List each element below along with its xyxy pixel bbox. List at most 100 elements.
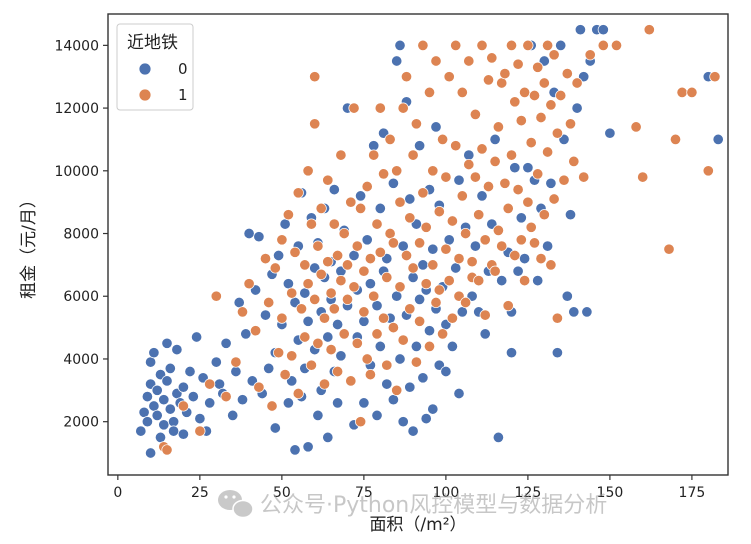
data-point-series-1 — [358, 265, 370, 277]
data-point-series-0 — [233, 296, 245, 309]
data-point-series-1 — [515, 115, 527, 127]
data-point-series-0 — [236, 394, 249, 406]
data-point-series-0 — [161, 337, 173, 349]
data-point-series-0 — [581, 306, 593, 318]
data-point-series-1 — [528, 89, 541, 102]
data-point-series-1 — [551, 312, 563, 324]
data-point-series-1 — [384, 133, 396, 145]
data-point-series-0 — [361, 234, 373, 246]
data-point-series-0 — [273, 249, 285, 262]
data-point-series-1 — [433, 284, 445, 296]
data-point-series-1 — [387, 322, 399, 334]
data-point-series-0 — [302, 315, 314, 327]
x-tick-label: 75 — [355, 485, 373, 501]
data-point-series-1 — [545, 259, 557, 271]
data-point-series-0 — [427, 243, 439, 255]
data-point-series-1 — [496, 240, 508, 252]
data-point-series-0 — [420, 413, 432, 425]
data-point-series-1 — [437, 328, 449, 340]
data-point-series-1 — [397, 334, 409, 346]
data-point-series-1 — [417, 187, 429, 199]
data-point-series-1 — [502, 300, 514, 312]
data-point-series-1 — [295, 303, 308, 315]
data-point-series-1 — [515, 234, 527, 246]
data-point-series-0 — [371, 300, 383, 312]
data-point-series-1 — [220, 391, 232, 403]
data-point-series-1 — [236, 306, 249, 318]
data-point-series-0 — [450, 262, 462, 274]
data-point-series-1 — [332, 249, 344, 262]
data-point-series-1 — [542, 39, 554, 51]
data-point-series-1 — [371, 218, 383, 230]
data-point-series-1 — [702, 165, 714, 177]
data-point-series-1 — [427, 165, 439, 177]
data-point-series-1 — [309, 118, 321, 130]
data-point-series-1 — [669, 133, 682, 145]
data-point-series-1 — [568, 155, 580, 167]
data-point-series-1 — [266, 400, 278, 412]
data-point-series-1 — [610, 39, 623, 51]
data-point-series-0 — [492, 431, 504, 443]
x-tick-label: 175 — [679, 485, 706, 501]
wechat-icon — [218, 490, 254, 519]
data-point-series-1 — [338, 328, 350, 340]
data-point-series-1 — [210, 290, 222, 302]
data-point-series-1 — [318, 312, 331, 324]
data-point-series-0 — [387, 177, 399, 189]
data-point-series-1 — [387, 237, 399, 249]
data-point-series-1 — [410, 118, 422, 130]
data-point-series-1 — [535, 253, 547, 265]
data-point-series-1 — [315, 268, 327, 280]
data-point-series-1 — [489, 265, 501, 277]
data-point-series-1 — [404, 303, 416, 315]
data-point-series-1 — [522, 196, 534, 208]
data-point-series-0 — [387, 394, 399, 406]
data-point-series-1 — [473, 209, 485, 221]
data-point-series-1 — [420, 221, 432, 233]
data-point-series-0 — [289, 444, 301, 456]
data-point-series-0 — [135, 425, 147, 437]
data-point-series-1 — [384, 227, 396, 240]
data-point-series-1 — [253, 381, 265, 393]
data-point-series-1 — [407, 262, 419, 274]
data-point-series-1 — [407, 149, 419, 161]
data-point-series-0 — [282, 278, 294, 290]
data-point-series-1 — [381, 271, 393, 283]
data-point-series-1 — [535, 111, 547, 124]
data-point-series-1 — [250, 325, 262, 337]
data-point-series-1 — [302, 278, 314, 290]
data-point-series-1 — [394, 281, 406, 293]
data-point-series-0 — [148, 400, 160, 412]
data-point-series-1 — [276, 234, 288, 246]
data-point-series-1 — [345, 196, 357, 208]
data-point-series-1 — [400, 249, 413, 262]
data-point-series-1 — [292, 187, 304, 199]
data-point-series-1 — [446, 312, 458, 324]
x-axis-label: 面积（/m²） — [369, 515, 466, 535]
data-point-series-1 — [463, 158, 475, 171]
data-point-series-1 — [525, 137, 537, 149]
data-point-series-0 — [505, 347, 518, 359]
legend-title: 近地铁 — [127, 33, 178, 53]
data-point-series-0 — [456, 306, 468, 318]
data-point-series-1 — [538, 77, 550, 89]
data-point-series-0 — [417, 259, 429, 271]
data-point-series-1 — [532, 168, 544, 180]
data-point-series-0 — [417, 372, 429, 384]
data-point-series-1 — [505, 39, 518, 51]
data-point-series-1 — [378, 312, 390, 324]
data-point-series-0 — [430, 121, 442, 133]
data-point-series-1 — [361, 353, 373, 365]
data-point-series-1 — [476, 39, 488, 51]
data-point-series-1 — [263, 296, 275, 309]
data-point-series-0 — [220, 337, 232, 349]
data-point-series-1 — [338, 227, 350, 240]
x-tick-label: 150 — [597, 485, 624, 501]
data-point-series-1 — [558, 174, 570, 186]
data-point-series-1 — [496, 77, 508, 89]
data-point-series-0 — [364, 278, 376, 290]
data-point-series-1 — [335, 275, 347, 287]
data-point-series-0 — [348, 249, 360, 262]
x-tick-label: 0 — [113, 485, 122, 501]
